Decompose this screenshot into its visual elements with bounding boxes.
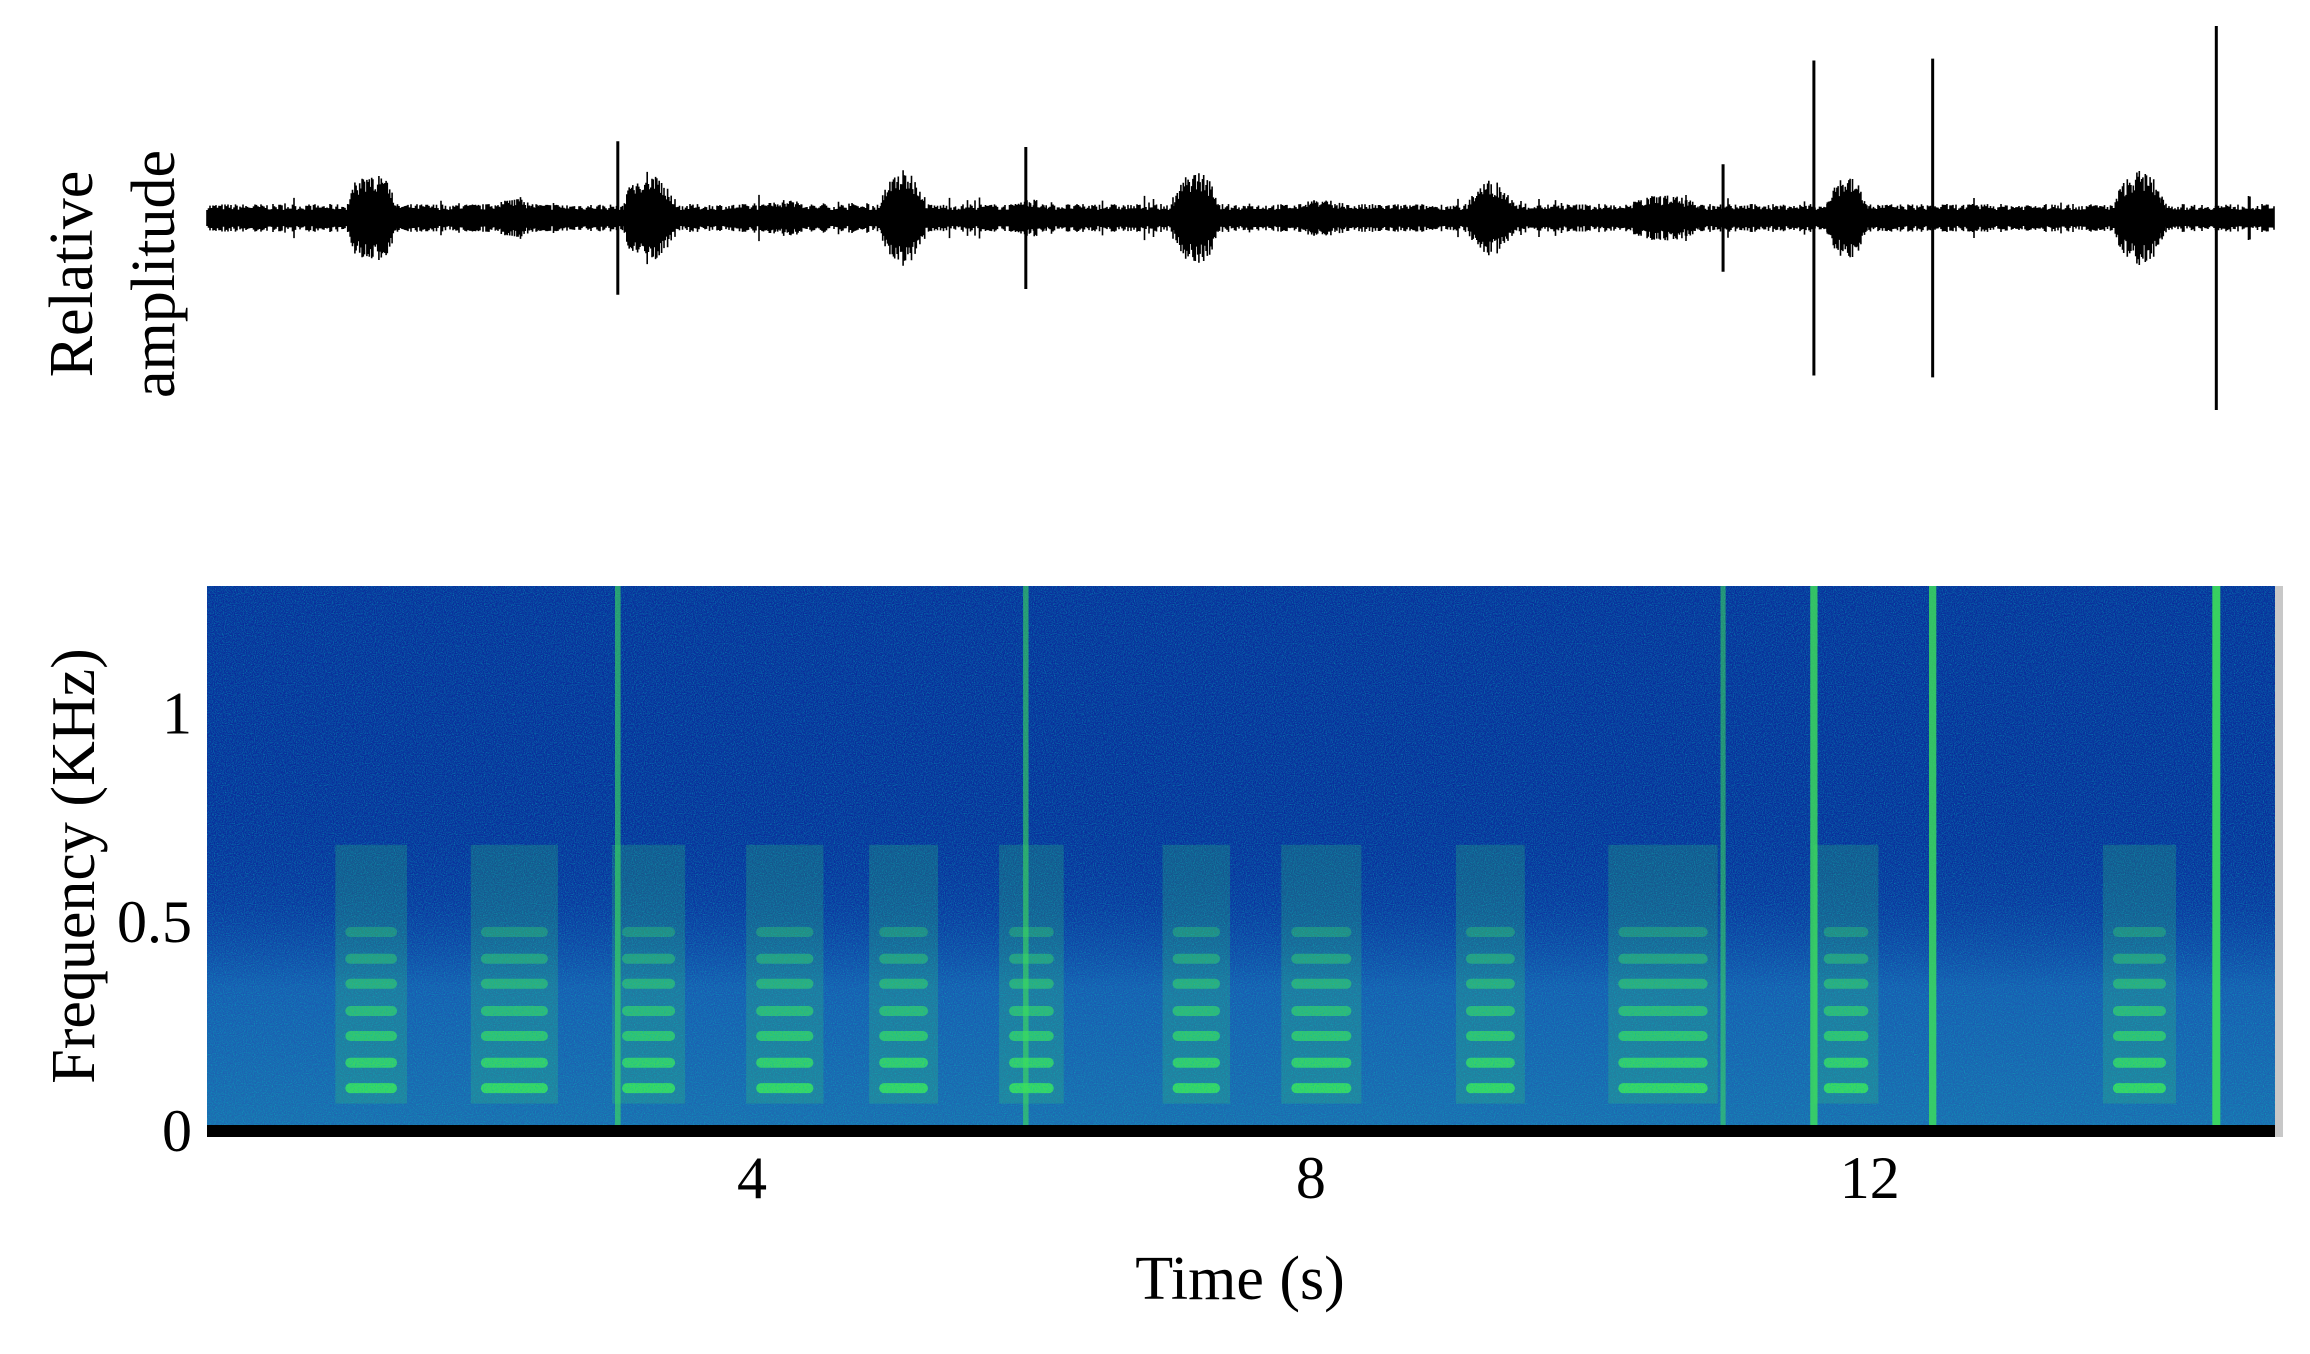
floor-band <box>207 1125 2275 1137</box>
call-burst <box>2113 171 2167 265</box>
x-tick-label: 4 <box>737 1145 767 1211</box>
y-tick-label: 0 <box>162 1098 192 1164</box>
call-burst <box>1824 178 1869 258</box>
x-tick-label: 8 <box>1296 1145 1326 1211</box>
y-tick-label: 1 <box>162 680 192 746</box>
call-burst <box>345 176 398 260</box>
call-burst <box>622 171 676 265</box>
call-burst <box>1618 195 1708 241</box>
frame-edge <box>2275 586 2283 1137</box>
call-burst <box>1009 199 1055 237</box>
call-burst <box>1172 173 1221 263</box>
call-burst <box>481 199 548 237</box>
call-burst <box>879 170 928 266</box>
y-axis-label: Frequency (KHz) <box>40 648 108 1084</box>
x-axis-label: Time (s) <box>1135 1245 1345 1313</box>
call-burst <box>1291 200 1353 236</box>
y-tick-label: 0.5 <box>117 889 192 955</box>
spectrogram-grain <box>207 586 2275 1137</box>
x-tick-label: 12 <box>1840 1145 1900 1211</box>
waveform-label: amplitude <box>120 150 188 398</box>
call-burst <box>1466 180 1515 256</box>
waveform-label: Relative <box>38 171 106 378</box>
call-burst <box>756 200 814 236</box>
